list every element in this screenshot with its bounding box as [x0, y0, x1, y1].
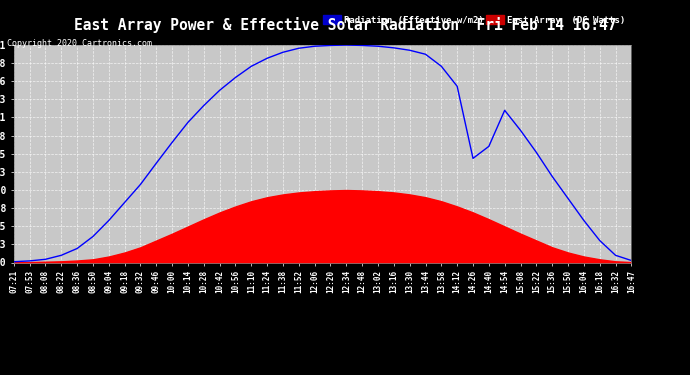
- Text: East Array Power & Effective Solar Radiation  Fri Feb 14 16:47: East Array Power & Effective Solar Radia…: [74, 17, 616, 33]
- Legend: Radiation (Effective w/m2), East Array  (DC Watts): Radiation (Effective w/m2), East Array (…: [321, 13, 627, 26]
- Text: Copyright 2020 Cartronics.com: Copyright 2020 Cartronics.com: [7, 39, 152, 48]
